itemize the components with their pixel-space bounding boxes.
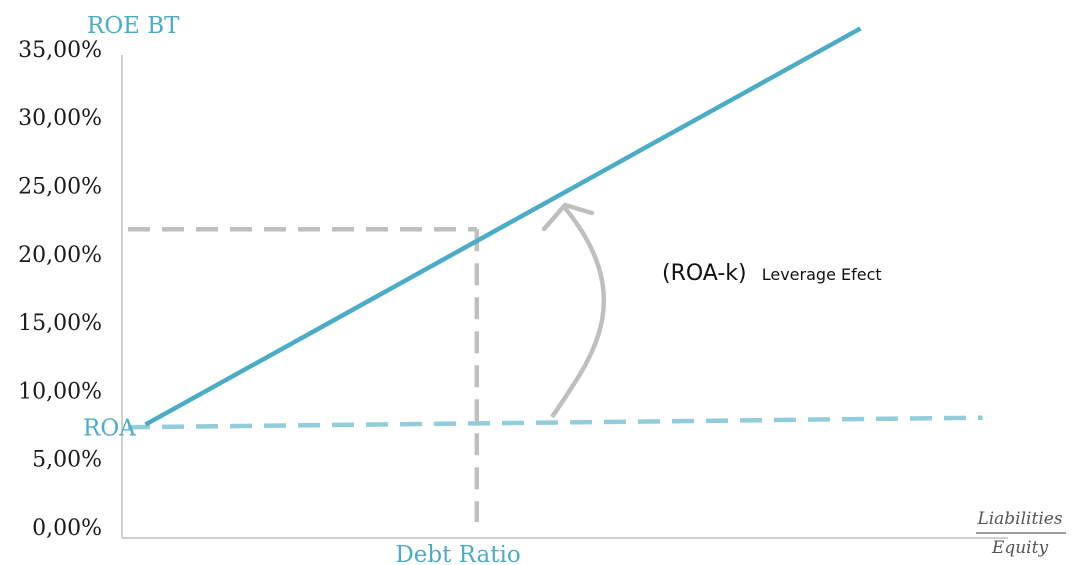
leverage-arrow-head	[541, 202, 595, 232]
x-fraction-denominator: Equity	[991, 538, 1049, 558]
y-tick-label: 15,00%	[18, 311, 102, 336]
roe-line	[144, 26, 862, 427]
y-tick-label: 30,00%	[18, 106, 102, 131]
y-tick-label: 20,00%	[18, 243, 102, 268]
y-tick-label: 35,00%	[18, 38, 102, 63]
y-tick-label: 25,00%	[18, 175, 102, 200]
y-tick-labels: 0,00% 5,00% 10,00% 15,00% 20,00% 25,00% 30,00%…	[18, 38, 102, 541]
leverage-arrow	[550, 206, 606, 419]
y-tick-label: 0,00%	[32, 516, 102, 541]
y-tick-label: 5,00%	[32, 448, 102, 473]
leverage-annotation: (ROA-k) Leverage Efect	[662, 261, 882, 286]
x-fraction-numerator: Liabilities	[976, 509, 1062, 529]
leverage-formula: (ROA-k)	[662, 261, 747, 286]
roa-dashed-line	[127, 415, 983, 430]
x-axis-title: Debt Ratio	[395, 542, 520, 565]
y-tick-label: 10,00%	[18, 379, 102, 404]
leverage-label: Leverage Efect	[762, 265, 882, 284]
y-axis-title: ROE BT	[87, 13, 180, 39]
roa-axis-label: ROA	[83, 415, 136, 441]
